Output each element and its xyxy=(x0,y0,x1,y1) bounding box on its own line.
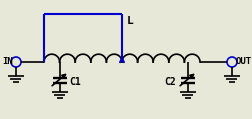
Text: OUT: OUT xyxy=(235,57,251,67)
Text: L: L xyxy=(127,16,133,26)
Text: IN: IN xyxy=(2,57,13,67)
Text: C1: C1 xyxy=(69,77,80,87)
Text: C2: C2 xyxy=(163,77,175,87)
